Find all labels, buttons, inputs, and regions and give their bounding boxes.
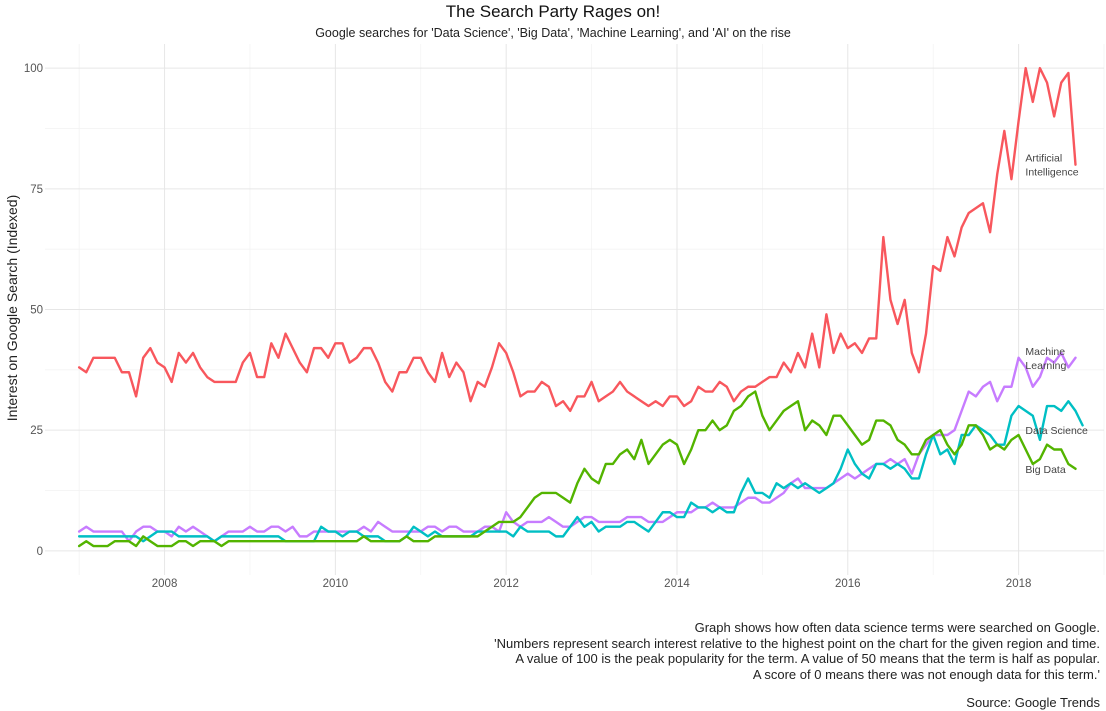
series-label: Intelligence <box>1025 167 1078 179</box>
y-tick-label: 25 <box>30 425 43 437</box>
y-tick-label: 100 <box>24 63 43 75</box>
y-tick-label: 75 <box>30 184 43 196</box>
caption-line: Graph shows how often data science terms… <box>694 620 1100 635</box>
series-label: Learning <box>1025 360 1066 372</box>
series-line <box>77 351 1077 543</box>
caption-line: A value of 100 is the peak popularity fo… <box>515 651 1100 666</box>
y-tick-label: 50 <box>30 305 43 317</box>
caption-line: 'Numbers represent search interest relat… <box>494 635 1100 651</box>
series-line <box>77 66 1077 413</box>
series-label: Artificial <box>1025 153 1062 165</box>
chart-title: The Search Party Rages on! <box>445 2 661 21</box>
series-label: Machine <box>1025 346 1065 358</box>
series-label: Big Data <box>1025 464 1065 476</box>
x-tick-label: 2016 <box>835 578 861 590</box>
x-tick-label: 2012 <box>493 578 519 590</box>
caption-line: A score of 0 means there was not enough … <box>752 666 1100 682</box>
x-tick-label: 2010 <box>323 578 349 590</box>
series-label: Data Science <box>1025 425 1088 437</box>
x-tick-label: 2008 <box>152 578 178 590</box>
series-line <box>77 400 1084 543</box>
x-tick-label: 2018 <box>1006 578 1032 590</box>
x-tick-label: 2014 <box>664 578 690 590</box>
caption-source: Source: Google Trends <box>966 695 1100 710</box>
line-chart: 0 25 50 75 100 2008 2010 2012 2014 2016 2018 Artifi… <box>24 44 1105 590</box>
chart-caption: Graph shows how often data science terms… <box>494 620 1100 711</box>
chart-subtitle: Google searches for 'Data Science', 'Big… <box>315 26 791 40</box>
y-tick-label: 0 <box>37 546 43 558</box>
series-line <box>77 390 1077 548</box>
